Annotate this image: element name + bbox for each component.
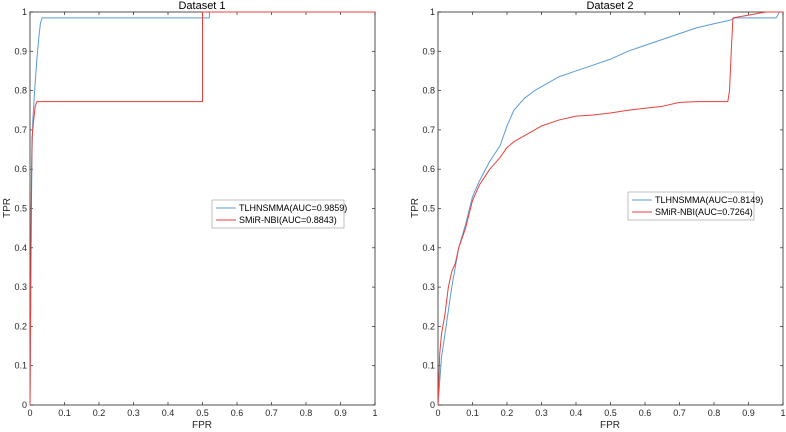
y-tick-label: 1: [430, 7, 435, 17]
y-tick-label: 0.8: [422, 86, 435, 96]
y-tick-label: 0.4: [422, 243, 435, 253]
y-tick-label: 0.1: [14, 361, 27, 371]
legend-label-series-1: TLHNSMMA(AUC=0.9859): [239, 203, 347, 213]
x-tick-label: 1: [780, 408, 785, 418]
x-axis-label: FPR: [600, 420, 620, 431]
legend-label-series-2: SMiR-NBI(AUC=0.7264): [655, 207, 753, 217]
y-tick-label: 0: [430, 400, 435, 410]
x-tick-label: 0.1: [466, 408, 479, 418]
x-tick-label: 0.9: [742, 408, 755, 418]
series-line-2: [29, 11, 375, 406]
x-tick-label: 0.6: [639, 408, 652, 418]
x-axis-label: FPR: [192, 420, 212, 431]
y-tick-label: 0.2: [422, 321, 435, 331]
y-tick-label: 0: [22, 400, 27, 410]
y-tick-label: 0.5: [422, 204, 435, 214]
y-tick-label: 0.9: [14, 46, 27, 56]
x-tick-label: 0.7: [673, 408, 686, 418]
x-tick-label: 0.8: [300, 408, 313, 418]
x-tick-label: 0: [27, 408, 32, 418]
legend: TLHNSMMA(AUC=0.9859) SMiR-NBI(AUC=0.8843…: [211, 199, 347, 229]
x-tick-label: 0.6: [231, 408, 244, 418]
x-tick-label: 0.3: [127, 408, 140, 418]
y-tick-label: 0.7: [422, 125, 435, 135]
chart-panel-dataset-1: Dataset 1 FPR TPR 0 0.1 0.2 0.3 0.4 0.5 0.6 0.7…: [2, 0, 378, 431]
x-tick-label: 0.1: [58, 408, 71, 418]
series-line-2: [437, 11, 783, 406]
legend-box: [627, 191, 755, 221]
x-tick-label: 0.2: [93, 408, 106, 418]
y-tick-label: 0.5: [14, 204, 27, 214]
legend: TLHNSMMA(AUC=0.8149) SMiR-NBI(AUC=0.7264…: [627, 191, 763, 221]
x-tick-label: 0.4: [162, 408, 175, 418]
y-tick-label: 1: [22, 7, 27, 17]
y-tick-label: 0.9: [422, 46, 435, 56]
y-tick-label: 0.7: [14, 125, 27, 135]
x-tick-label: 0.3: [535, 408, 548, 418]
y-tick-label: 0.8: [14, 86, 27, 96]
x-tick-label: 1: [372, 408, 377, 418]
chart-title: Dataset 1: [178, 0, 225, 12]
y-tick-label: 0.3: [422, 282, 435, 292]
y-tick-label: 0.6: [422, 164, 435, 174]
x-tick-label: 0.2: [501, 408, 514, 418]
y-axis-label: TPR: [410, 198, 421, 218]
y-tick-label: 0.6: [14, 164, 27, 174]
y-tick-label: 0.2: [14, 321, 27, 331]
legend-label-series-2: SMiR-NBI(AUC=0.8843): [239, 215, 337, 225]
y-axis-label: TPR: [2, 198, 13, 218]
x-tick-label: 0.8: [708, 408, 721, 418]
legend-label-series-1: TLHNSMMA(AUC=0.8149): [655, 195, 763, 205]
y-tick-label: 0.3: [14, 282, 27, 292]
legend-box: [211, 199, 345, 229]
series-line-1: [437, 11, 783, 406]
chart-title: Dataset 2: [586, 0, 633, 12]
x-tick-label: 0.5: [604, 408, 617, 418]
y-tick-label: 0.4: [14, 243, 27, 253]
plot-area: 0 0.1 0.2 0.3 0.4 0.5 0.6 0.7 0.8 0.9 1 0 0.1 0.2 0.3 0…: [14, 7, 377, 418]
x-tick-label: 0.7: [265, 408, 278, 418]
y-tick-label: 0.1: [422, 361, 435, 371]
x-tick-label: 0.4: [570, 408, 583, 418]
x-tick-label: 0: [435, 408, 440, 418]
x-tick-label: 0.9: [334, 408, 347, 418]
x-tick-label: 0.5: [196, 408, 209, 418]
plot-area: 0 0.1 0.2 0.3 0.4 0.5 0.6 0.7 0.8 0.9 1 0 0.1 0.2 0.3 0…: [422, 7, 785, 418]
chart-panel-dataset-2: Dataset 2 FPR TPR 0 0.1 0.2 0.3 0.4 0.5 0.6 0.7…: [410, 0, 786, 431]
